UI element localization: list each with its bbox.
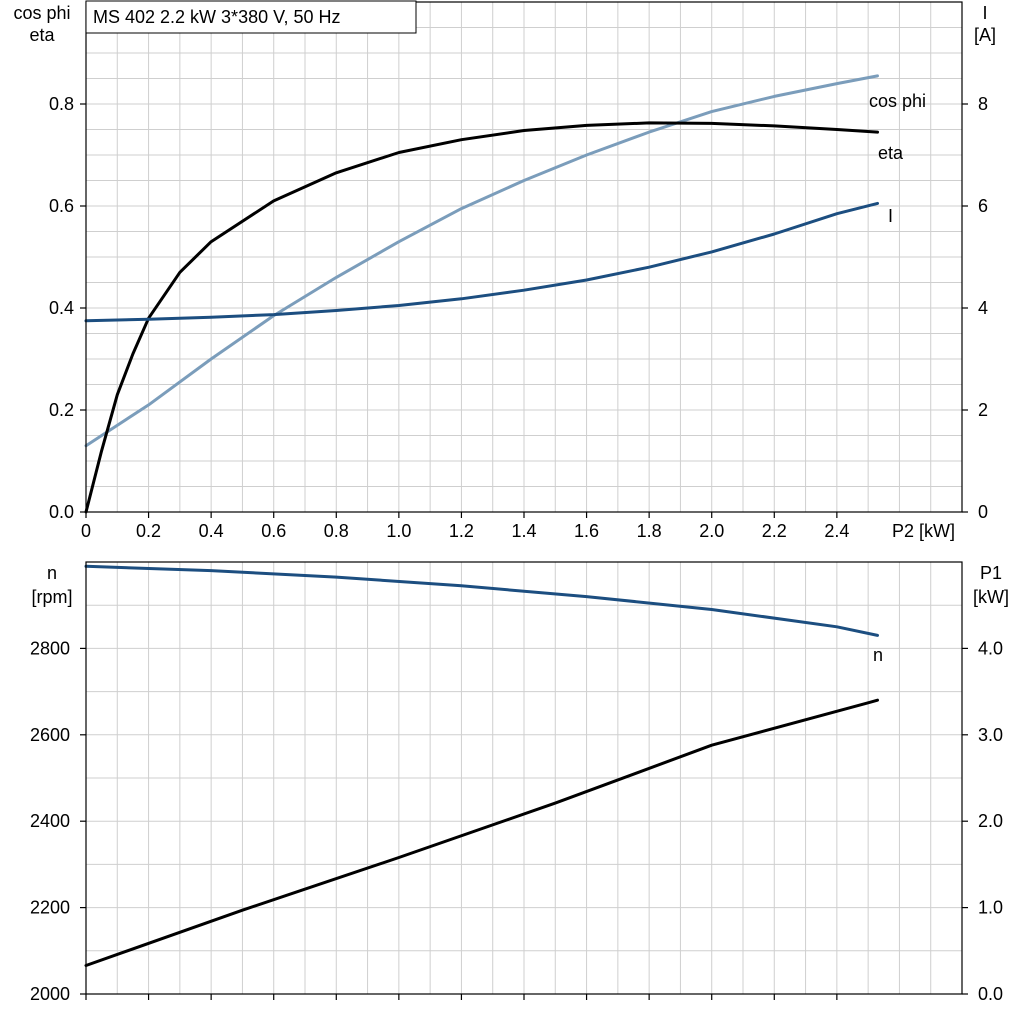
y-tick-label-right: 1.0 (978, 898, 1003, 918)
plot-frames (85, 1, 963, 995)
y-tick-label-right: 8 (978, 94, 988, 114)
series-i-label: I (888, 206, 893, 226)
x-tick-label: 1.6 (574, 521, 599, 541)
y-tick-label-right: 3.0 (978, 725, 1003, 745)
series-cos-phi-line (84, 74, 879, 448)
y-tick-label-left: 2200 (30, 898, 70, 918)
x-tick-label: 0 (81, 521, 91, 541)
bottom-plot-frame (85, 561, 963, 995)
y-tick-label-right: 4 (978, 298, 988, 318)
series-i-line (84, 201, 879, 323)
x-tick-label: 1.2 (449, 521, 474, 541)
y-tick-label-right: 2 (978, 400, 988, 420)
y-tick-label-left: 2600 (30, 725, 70, 745)
x-tick-label: 0.8 (324, 521, 349, 541)
series-eta-label: eta (878, 143, 904, 163)
x-tick-label: 0.2 (136, 521, 161, 541)
y-axis-label-right: I (982, 3, 987, 23)
y-tick-label-left: 0.2 (49, 400, 74, 420)
tick-labels: 0.0 0.2 0.4 0.6 0.8 0 2 4 6 8 0 0.2 0.4 0.6 0.8 1.0 1.2 1… (13, 3, 1009, 1004)
x-tick-label: 2.2 (762, 521, 787, 541)
x-tick-label: 1.4 (511, 521, 536, 541)
chart-title: MS 402 2.2 kW 3*380 V, 50 Hz (93, 7, 340, 27)
y-axis-label-right: [A] (974, 25, 996, 45)
top-plot-grid (86, 2, 962, 512)
x-tick-label: 1.0 (386, 521, 411, 541)
y-axis-label-left: eta (29, 25, 55, 45)
y-tick-label-left: 2000 (30, 984, 70, 1004)
y-tick-label-left: 0.0 (49, 502, 74, 522)
series-cos-phi-label: cos phi (869, 91, 926, 111)
title-box (85, 0, 417, 34)
series-n-label: n (873, 645, 883, 665)
y-tick-label-left: 0.8 (49, 94, 74, 114)
y-axis-label-left: n (47, 563, 57, 583)
x-tick-label: 2.4 (824, 521, 849, 541)
y-tick-label-left: 0.6 (49, 196, 74, 216)
x-axis-label: P2 [kW] (892, 521, 955, 541)
y-tick-label-right: 0.0 (978, 984, 1003, 1004)
x-tick-label: 0.4 (199, 521, 224, 541)
x-tick-label: 1.8 (637, 521, 662, 541)
x-tick-label: 0.6 (261, 521, 286, 541)
y-tick-label-left: 2400 (30, 811, 70, 831)
y-tick-label-left: 0.4 (49, 298, 74, 318)
y-tick-label-right: 6 (978, 196, 988, 216)
y-axis-label-left: cos phi (13, 3, 70, 23)
y-tick-label-right: 2.0 (978, 811, 1003, 831)
series-p1-line (84, 698, 879, 967)
x-tick-label: 2.0 (699, 521, 724, 541)
y-tick-label-right: 4.0 (978, 638, 1003, 658)
curves: cos phi eta In (84, 74, 926, 967)
series-n-line (84, 564, 879, 637)
series-eta-line (84, 121, 879, 514)
y-tick-label-right: 0 (978, 502, 988, 522)
y-axis-label-left: [rpm] (31, 587, 72, 607)
y-axis-label-right: [kW] (973, 587, 1009, 607)
top-plot-frame (85, 1, 963, 513)
y-tick-label-left: 2800 (30, 638, 70, 658)
y-axis-label-right: P1 (980, 563, 1002, 583)
